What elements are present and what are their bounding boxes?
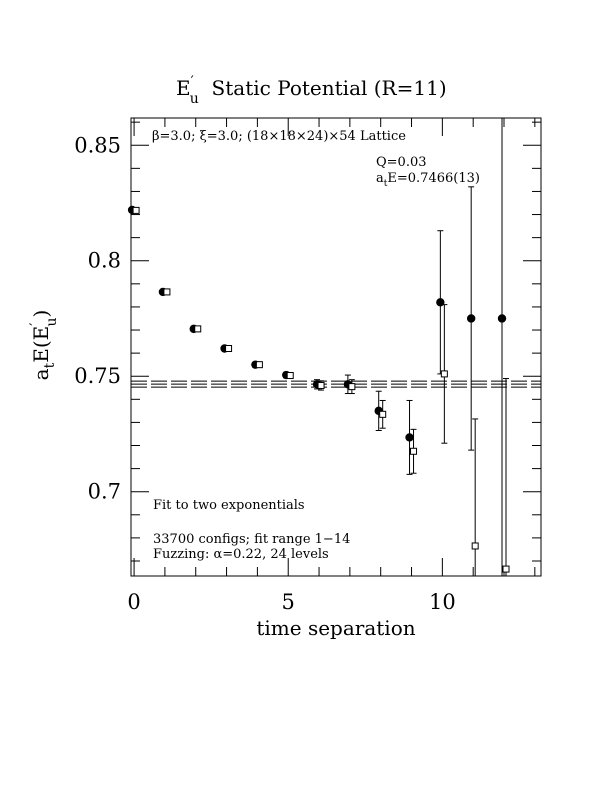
data-point: [317, 380, 325, 391]
data-point: [348, 379, 356, 395]
annotation-lattice: β=3.0; ξ=3.0; (18×18×24)×54 Lattice: [152, 129, 406, 144]
data-series: [127, 118, 510, 576]
axes-ticks: 0.7 0.75 0.8 0.85 0 5 10: [74, 118, 541, 614]
fit-band: [131, 380, 541, 388]
data-point: [379, 399, 387, 429]
ylabel-u: u: [44, 318, 60, 327]
ylabel-t: t: [42, 362, 58, 368]
chart-title: E′ u Static Potential (R=11): [176, 74, 447, 107]
annotation-q: Q=0.03: [376, 155, 427, 170]
x-axis-label: time separation: [256, 616, 415, 640]
data-point: [436, 230, 445, 375]
data-point: [440, 304, 448, 444]
marker-circle: [466, 314, 476, 323]
marker-square: [286, 372, 294, 380]
svg-text:E′u Static Potential (R=11): E′ u Static Potential (R=11): [176, 74, 447, 107]
data-point: [466, 186, 476, 451]
y-axis-label: atE(E′u): [28, 310, 60, 381]
energy-rest: E=0.7466(13): [387, 171, 480, 186]
marker-square: [317, 381, 325, 389]
energy-a: a: [376, 171, 384, 186]
data-point: [497, 118, 507, 576]
marker-square: [194, 325, 202, 333]
marker-square: [348, 383, 356, 391]
y-tick-label: 0.75: [74, 364, 121, 388]
x-tick-label: 0: [127, 590, 140, 614]
marker-square: [410, 447, 418, 455]
data-point: [286, 372, 294, 380]
marker-square: [379, 410, 387, 418]
x-tick-label: 10: [429, 590, 456, 614]
ylabel-e: E(E: [29, 326, 53, 363]
title-prefix: E: [176, 76, 191, 100]
data-point: [132, 206, 140, 214]
marker-square: [132, 206, 140, 214]
data-point: [410, 428, 418, 474]
data-point: [163, 288, 171, 296]
plot-frame: [130, 117, 542, 577]
ylabel-prime: ′: [28, 323, 44, 326]
title-prime: ′: [191, 74, 194, 90]
marker-circle: [436, 298, 445, 307]
annotation-method: Fit to two exponentials: [153, 498, 305, 513]
x-tick-label: 5: [282, 590, 295, 614]
marker-square: [502, 565, 510, 573]
title-rest: Static Potential (R=11): [199, 76, 447, 100]
marker-circle: [405, 433, 414, 442]
data-point: [405, 399, 414, 475]
marker-square: [471, 542, 479, 550]
annotation-energy: atE=0.7466(13): [376, 171, 480, 189]
data-point: [225, 345, 233, 353]
data-point: [502, 378, 510, 576]
annotation-configs: 33700 configs; fit range 1−14: [153, 532, 350, 547]
y-tick-label: 0.8: [88, 249, 121, 273]
data-point: [194, 325, 202, 333]
plot-annotations: β=3.0; ξ=3.0; (18×18×24)×54 Lattice Q=0.…: [152, 129, 480, 562]
marker-square: [255, 361, 263, 369]
y-tick-label: 0.7: [88, 480, 121, 504]
data-point: [255, 361, 263, 369]
marker-square: [163, 288, 171, 296]
annotation-fuzzing: Fuzzing: α=0.22, 24 levels: [153, 547, 329, 562]
y-tick-label: 0.85: [74, 133, 121, 157]
title-sub: u: [190, 91, 199, 107]
data-point: [471, 418, 479, 576]
marker-square: [225, 345, 233, 353]
series-open-squares: [132, 206, 510, 576]
marker-circle: [497, 314, 507, 323]
ylabel-close: ): [29, 310, 53, 318]
marker-square: [440, 370, 448, 378]
ylabel-a: a: [29, 368, 53, 380]
energy-t: t: [384, 179, 388, 189]
